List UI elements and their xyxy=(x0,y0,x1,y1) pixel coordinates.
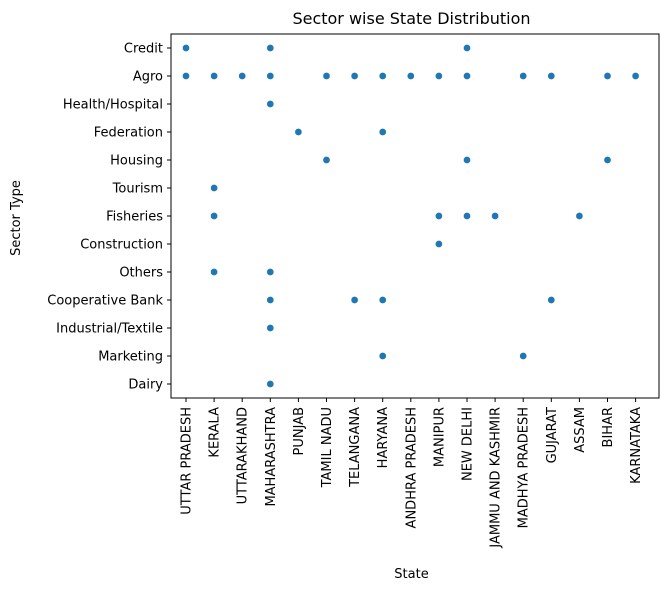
data-point xyxy=(547,72,556,80)
data-point xyxy=(519,352,528,360)
y-tick-label: Tourism xyxy=(112,182,163,197)
y-tick-label: Dairy xyxy=(128,378,163,393)
data-point xyxy=(463,156,471,164)
data-point xyxy=(294,128,303,136)
x-tick-label: MAHARASHTRA xyxy=(264,407,279,507)
data-point xyxy=(182,44,190,52)
y-tick-label: Cooperative Bank xyxy=(47,294,163,309)
data-point xyxy=(547,296,556,304)
x-tick-label: TAMIL NADU xyxy=(320,407,335,488)
y-tick-label: Credit xyxy=(124,42,163,57)
data-point xyxy=(463,44,471,52)
data-point xyxy=(519,72,528,80)
y-tick-label: Others xyxy=(119,266,163,281)
data-point xyxy=(266,72,275,80)
data-point xyxy=(210,72,218,80)
data-point xyxy=(463,72,471,80)
x-tick-label: ANDHRA PRADESH xyxy=(404,407,419,528)
x-tick-label: KERALA xyxy=(208,407,223,458)
data-point xyxy=(322,72,331,80)
data-point xyxy=(266,380,275,388)
data-point xyxy=(631,72,640,80)
x-axis: UTTAR PRADESH KERALA UTTARAKHAND MAHARASHTR… xyxy=(180,398,644,549)
x-axis-label: State xyxy=(394,567,428,582)
y-tick-label: Industrial/Textile xyxy=(56,322,163,337)
data-point xyxy=(378,128,387,136)
chart-title: Sector wise State Distribution xyxy=(292,9,530,28)
data-point xyxy=(603,156,612,164)
x-tick-label: MANIPUR xyxy=(432,407,447,467)
data-point xyxy=(266,324,275,332)
y-axis: Credit Agro Health/Hospital Federation Housi… xyxy=(47,42,171,393)
x-tick-label: KARNATAKA xyxy=(629,407,644,484)
x-tick-label: UTTAR PRADESH xyxy=(180,407,195,515)
data-point xyxy=(266,296,275,304)
x-tick-label: UTTARAKHAND xyxy=(236,407,251,504)
data-point xyxy=(603,72,612,80)
x-tick-label: PUNJAB xyxy=(292,407,307,456)
x-tick-label: TELANGANA xyxy=(348,407,363,488)
data-point xyxy=(435,212,443,220)
data-point xyxy=(238,72,247,80)
y-tick-label: Health/Hospital xyxy=(63,98,163,113)
data-point xyxy=(210,268,218,276)
data-point xyxy=(210,184,218,192)
data-point xyxy=(182,72,190,80)
x-tick-label: BIHAR xyxy=(601,407,616,447)
y-tick-label: Housing xyxy=(110,154,163,169)
data-point xyxy=(435,240,443,248)
data-point xyxy=(350,296,359,304)
x-tick-label: GUJARAT xyxy=(545,407,560,463)
y-tick-label: Agro xyxy=(133,70,163,85)
x-tick-label: ASSAM xyxy=(573,407,588,453)
data-point xyxy=(575,212,584,220)
data-point xyxy=(210,212,218,220)
data-point xyxy=(378,296,387,304)
y-tick-label: Fisheries xyxy=(106,210,163,225)
y-tick-label: Marketing xyxy=(98,350,163,365)
data-point xyxy=(350,72,359,80)
plot-area xyxy=(170,33,660,399)
data-point xyxy=(378,72,387,80)
data-point xyxy=(378,352,387,360)
data-point xyxy=(266,268,275,276)
data-point xyxy=(266,44,275,52)
data-point xyxy=(322,156,331,164)
x-tick-label: MADHYA PRADESH xyxy=(517,407,532,528)
x-tick-label: JAMMU AND KASHMIR xyxy=(489,407,504,549)
x-tick-label: HARYANA xyxy=(376,407,391,468)
data-point xyxy=(463,212,471,220)
data-point xyxy=(266,100,275,108)
data-point xyxy=(435,72,443,80)
data-point xyxy=(491,212,499,220)
plot-frame xyxy=(170,33,660,399)
y-axis-label: Sector Type xyxy=(9,180,24,256)
data-points xyxy=(182,44,640,388)
y-tick-label: Construction xyxy=(80,238,163,253)
y-tick-label: Federation xyxy=(94,126,163,141)
data-point xyxy=(406,72,415,80)
x-tick-label: NEW DELHI xyxy=(461,407,476,481)
